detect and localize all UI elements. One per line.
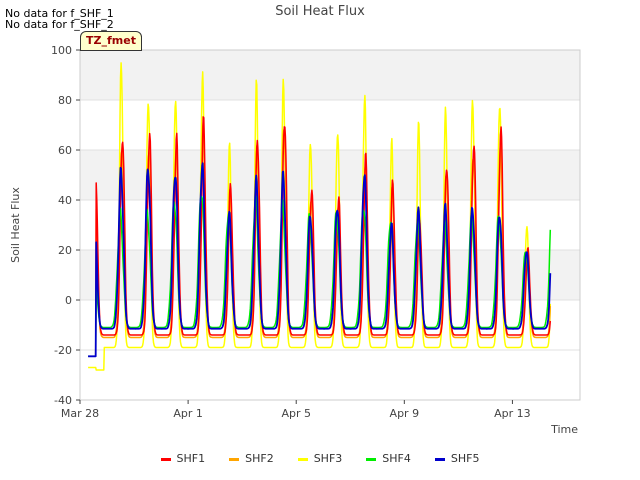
background-bands: [80, 50, 580, 300]
legend-label: SHF2: [245, 452, 274, 465]
legend-label: SHF5: [450, 452, 480, 465]
legend-item-shf3: SHF3: [297, 452, 343, 465]
legend-swatch: [297, 457, 308, 461]
legend-label: SHF4: [382, 452, 411, 465]
y-tick-label: 20: [58, 244, 72, 257]
plot-frame: [79, 49, 581, 401]
series-line-shf5: [87, 162, 552, 358]
chart-title: Soil Heat Flux: [275, 4, 365, 19]
legend-item-shf4: SHF4: [366, 452, 411, 465]
legend-label: SHF1: [176, 452, 206, 465]
series-line-shf1: [87, 116, 552, 358]
y-tick-label: -40: [54, 394, 72, 407]
timezone-label: TZ_fmet: [80, 31, 142, 51]
series-line-shf4: [87, 195, 552, 358]
x-axis-ticks: Mar 28 Apr 1 Apr 5 Apr 9 Apr 13: [61, 400, 531, 420]
y-tick-label: 60: [58, 144, 72, 157]
y-axis-ticks: -40 -20 0 20 40 60 80 100: [51, 44, 80, 407]
legend-item-shf1: SHF1: [160, 452, 206, 465]
legend: SHF1 SHF2 SHF3 SHF4 SHF5: [0, 452, 640, 465]
series-line-shf3: [87, 62, 552, 371]
legend-item-shf2: SHF2: [229, 452, 274, 465]
x-tick-label: Apr 1: [173, 407, 203, 420]
y-tick-label: 40: [58, 194, 72, 207]
legend-swatch: [229, 457, 240, 461]
x-axis-label: Time: [550, 423, 578, 436]
y-tick-label: -20: [54, 344, 72, 357]
x-tick-label: Apr 5: [281, 407, 311, 420]
background-band: [80, 150, 580, 200]
no-data-message-1: No data for f_SHF_1: [5, 7, 114, 20]
y-tick-label: 0: [65, 294, 72, 307]
x-tick-label: Apr 9: [390, 407, 420, 420]
no-data-message-2: No data for f_SHF_2: [5, 18, 114, 31]
y-axis-label: Soil Heat Flux: [9, 187, 22, 263]
background-band: [80, 50, 580, 100]
legend-item-shf5: SHF5: [434, 452, 480, 465]
y-tick-label: 80: [58, 94, 72, 107]
y-tick-label: 100: [51, 44, 72, 57]
legend-swatch: [366, 457, 377, 461]
series-lines: [87, 62, 552, 371]
x-tick-label: Apr 13: [494, 407, 531, 420]
legend-label: SHF3: [313, 452, 343, 465]
legend-swatch: [160, 457, 171, 461]
x-tick-label: Mar 28: [61, 407, 99, 420]
legend-swatch: [434, 457, 445, 461]
